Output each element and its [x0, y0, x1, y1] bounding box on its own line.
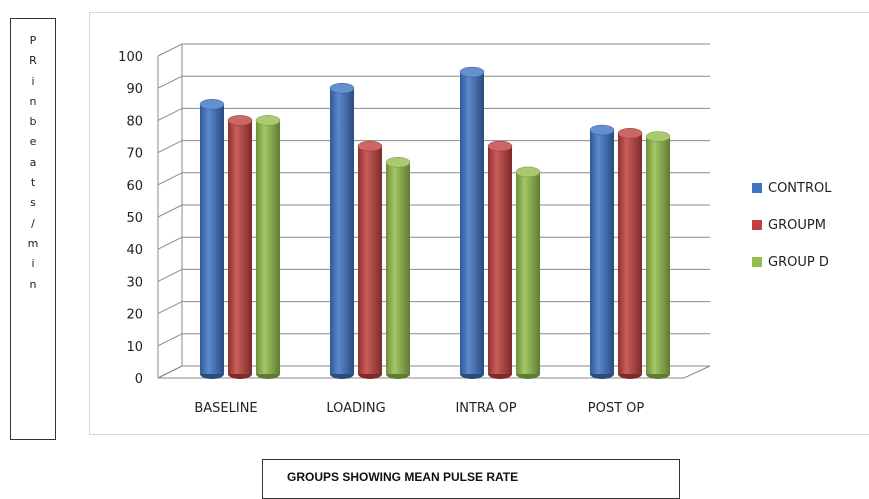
y-tick-label: 80 [126, 114, 143, 129]
bar [460, 72, 484, 374]
bar-chart: 0 10 20 30 40 50 60 70 80 90 100 BASELINE LOADING INT… [118, 43, 711, 416]
y-axis-label-char: P [29, 34, 37, 47]
y-tick-label: 30 [126, 275, 143, 290]
chart-title: GROUPS SHOWING MEAN PULSE RATE [262, 459, 680, 499]
y-tick-label: 90 [126, 82, 143, 97]
bar-top [227, 115, 253, 126]
gridline-diagonal [157, 107, 183, 121]
y-tick-label: 70 [126, 147, 143, 162]
gridline-diagonal [157, 236, 183, 250]
gridline-diagonal [157, 268, 183, 282]
bar [358, 146, 382, 374]
y-tick-label: 60 [126, 179, 143, 194]
y-tick-label: 10 [126, 340, 143, 355]
y-tick-label: 20 [126, 308, 143, 323]
gridline-diagonal [157, 204, 183, 218]
legend-label: GROUPM [768, 217, 826, 233]
legend-item: GROUPM [752, 217, 831, 233]
x-tick-label: BASELINE [194, 401, 257, 416]
bar [200, 104, 224, 375]
x-tick-label: LOADING [326, 401, 385, 416]
y-tick-label: 0 [135, 372, 143, 387]
y-tick-label: 40 [126, 243, 143, 258]
legend-swatch [752, 220, 762, 230]
y-tick-label: 50 [126, 211, 143, 226]
y-axis-label-char: b [29, 115, 37, 129]
bar-top [515, 166, 541, 178]
chart-floor [157, 365, 711, 379]
bar [488, 146, 512, 374]
legend-item: GROUP D [752, 254, 831, 270]
x-tick-label: INTRA OP [455, 401, 516, 416]
bar-top [255, 115, 281, 126]
legend-swatch [752, 257, 762, 267]
gridline-diagonal [157, 301, 183, 315]
y-axis-label-char: / [31, 216, 35, 230]
y-axis-label-char: R [29, 54, 37, 68]
y-tick-label: 100 [118, 50, 143, 65]
legend-label: GROUP D [768, 254, 829, 270]
legend-item: CONTROL [752, 180, 831, 196]
y-axis-label-char: i [31, 257, 35, 271]
bar [330, 88, 354, 374]
x-tick-label: POST OP [588, 401, 645, 416]
bar-top [357, 140, 383, 152]
legend: CONTROL GROUPM GROUP D [752, 180, 831, 291]
legend-swatch [752, 183, 762, 193]
bar-top [459, 66, 485, 78]
plot-frame [89, 12, 869, 435]
bar [590, 130, 614, 374]
gridline-diagonal [157, 140, 183, 154]
y-axis-label-char: m [27, 236, 39, 250]
y-axis-label-char: n [29, 277, 37, 291]
y-axis-label-char: t [30, 176, 36, 190]
bar [618, 133, 642, 374]
bar-top [487, 140, 513, 152]
y-axis-label-char: e [29, 135, 37, 149]
bar [646, 136, 670, 374]
bar-top [645, 131, 671, 142]
gridline-diagonal [157, 333, 183, 347]
legend-label: CONTROL [768, 180, 832, 196]
bar-top [617, 128, 643, 139]
bar-top [385, 157, 411, 168]
y-axis-label-char: n [29, 94, 37, 108]
y-axis-label-char: i [31, 74, 35, 88]
bar-top [199, 99, 225, 110]
bar [256, 120, 280, 375]
bar [386, 162, 410, 374]
gridline-diagonal [157, 172, 183, 186]
bar-top [589, 124, 615, 136]
gridline-diagonal [157, 43, 183, 57]
y-axis-label-char: a [29, 155, 37, 169]
bar-top [329, 82, 355, 94]
y-axis-label-char: s [30, 196, 36, 210]
gridline-diagonal [157, 75, 183, 89]
bar [228, 120, 252, 375]
bar [516, 171, 540, 374]
